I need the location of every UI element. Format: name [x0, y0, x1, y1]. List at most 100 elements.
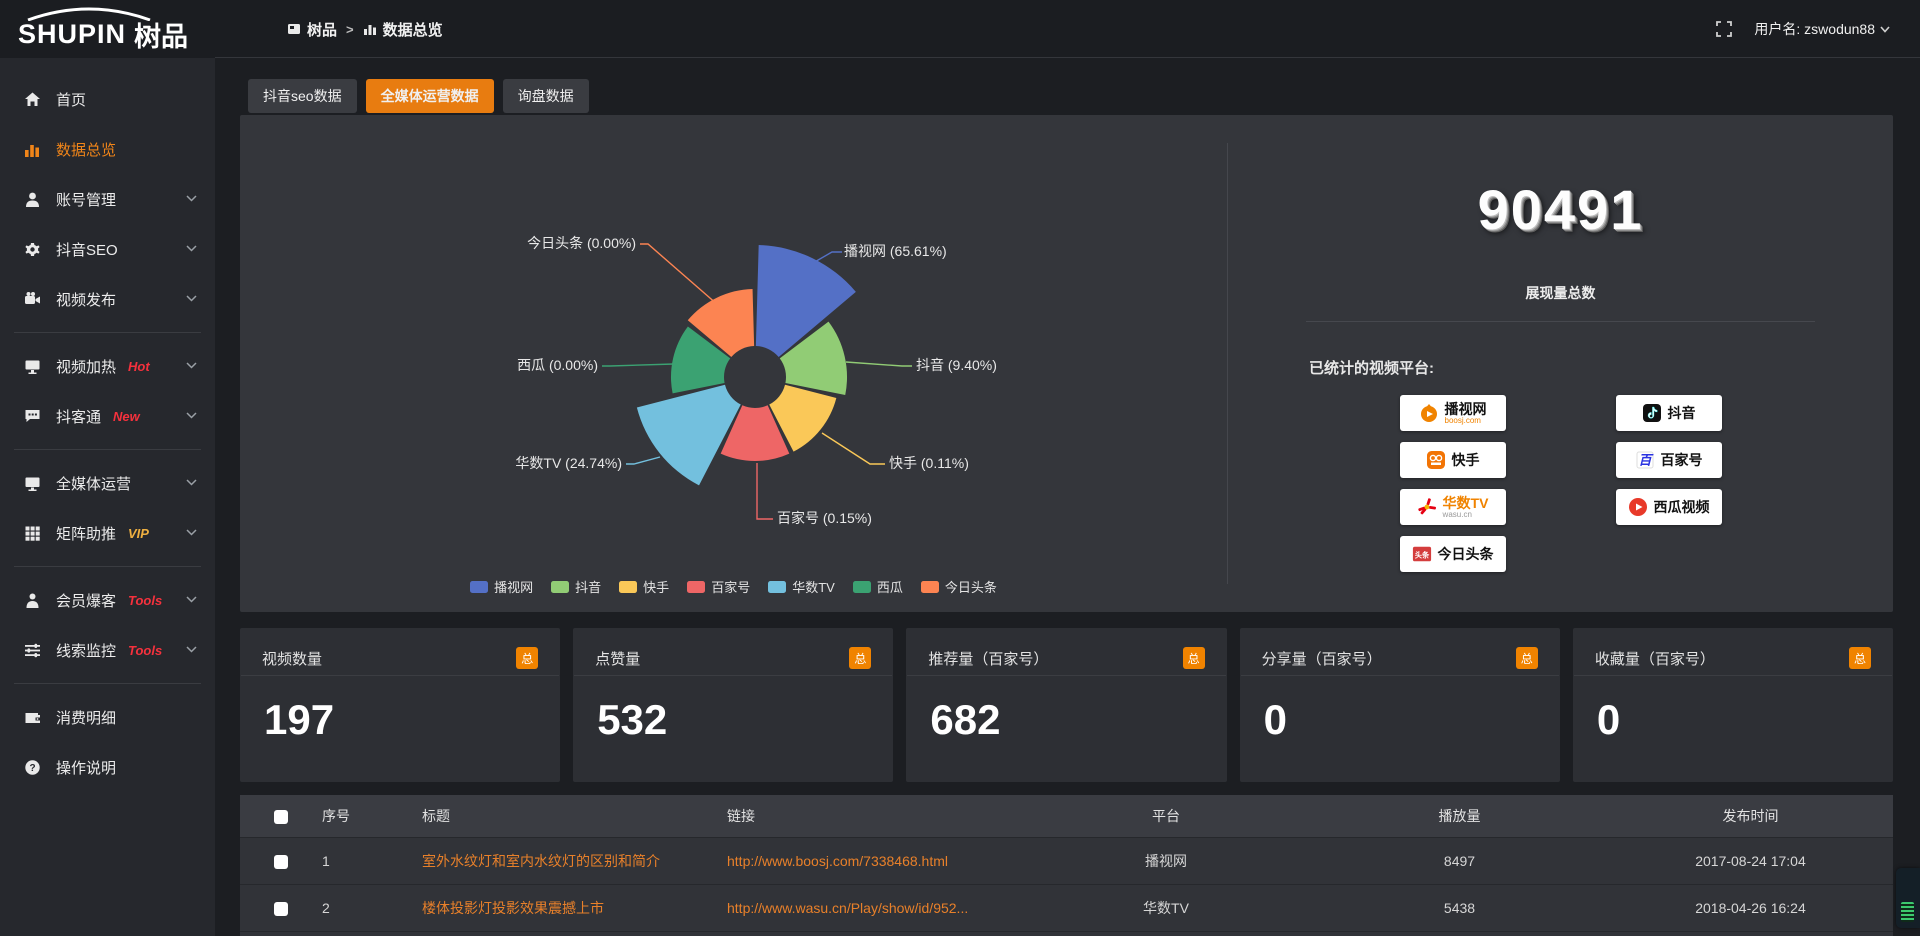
platform-badge-subtext: boosj.com: [1444, 415, 1481, 425]
cell-time: 2018-04-26 16:24: [1695, 899, 1806, 916]
tab-全媒体运营数据[interactable]: 全媒体运营数据: [365, 79, 494, 113]
sidebar-item-label: 矩阵助推: [56, 525, 117, 543]
sidebar-item-badge: Tools: [128, 592, 163, 608]
cell-link[interactable]: [727, 931, 1021, 936]
cell-link[interactable]: http://www.boosj.com/7338468.html: [727, 852, 949, 869]
legend-item-快手[interactable]: 快手: [619, 577, 669, 596]
pie-label: 抖音 (9.40%): [916, 357, 997, 373]
app-logo: SHUPIN 树品: [18, 6, 218, 54]
stat-card-value: 0: [1596, 696, 1621, 743]
table-header-row: 序号 标题 链接 平台 播放量 发布时间: [240, 795, 1893, 837]
legend-item-西瓜[interactable]: 西瓜: [852, 577, 903, 596]
user-menu[interactable]: 用户名: zswodun88: [1754, 19, 1890, 39]
stat-card-title: 视频数量: [262, 650, 323, 668]
sidebar-item-抖客通[interactable]: 抖客通 New: [0, 391, 215, 441]
sidebar-item-数据总览[interactable]: 数据总览: [0, 124, 215, 174]
boosj-logo-icon: [1419, 403, 1439, 423]
cell-title[interactable]: 室外水纹灯和室内水纹灯的区别和简介: [422, 852, 660, 869]
floating-widget[interactable]: [1896, 868, 1920, 928]
stat-card-divider: [574, 675, 893, 676]
sidebar-item-badge: VIP: [128, 525, 149, 541]
breadcrumb-item-current[interactable]: 数据总览: [363, 19, 443, 40]
sidebar-item-label: 消费明细: [56, 709, 117, 727]
sidebar-item-矩阵助推[interactable]: 矩阵助推 VIP: [0, 508, 215, 558]
pie-label-line: [640, 243, 719, 306]
cell-plays: 8497: [1443, 852, 1476, 869]
sidebar-item-label: 数据总览: [56, 141, 117, 159]
legend-item-抖音[interactable]: 抖音: [551, 577, 601, 596]
stat-card-divider: [241, 675, 560, 676]
legend-label: 抖音: [575, 580, 602, 595]
pie-slice-华数TV[interactable]: [636, 384, 741, 486]
cell-title[interactable]: [422, 931, 727, 936]
sidebar-item-首页[interactable]: 首页: [0, 74, 215, 124]
sidebar-item-视频加热[interactable]: 视频加热 Hot: [0, 341, 215, 391]
total-badge[interactable]: 总: [1182, 647, 1205, 669]
logo-arc-decoration: [27, 7, 151, 21]
row-checkbox[interactable]: [274, 901, 288, 916]
pie-slice-今日头条[interactable]: [687, 289, 755, 358]
sidebar-item-label: 账号管理: [56, 191, 117, 209]
fullscreen-icon[interactable]: [1716, 21, 1733, 37]
cell-link[interactable]: http://www.wasu.cn/Play/show/id/952...: [727, 899, 969, 916]
sidebar-item-抖音SEO[interactable]: 抖音SEO: [0, 224, 215, 274]
pie-label-line: [756, 463, 773, 520]
sidebar-item-badge: New: [113, 408, 140, 424]
column-header-平台: 平台: [1152, 807, 1180, 824]
pie-slice-快手[interactable]: [769, 384, 837, 452]
sidebar-divider: [14, 449, 201, 450]
select-all-checkbox[interactable]: [274, 809, 288, 824]
column-header-发布时间: 发布时间: [1722, 807, 1779, 824]
legend-item-播视网[interactable]: 播视网: [470, 577, 533, 596]
douyin-logo-icon: [1642, 403, 1662, 423]
cell-title[interactable]: 楼体投影灯投影效果震撼上市: [422, 899, 604, 916]
platform-badge-华数TV: 华数TV wasu.cn: [1399, 489, 1506, 525]
overview-panel: 播视网 (65.61%) 抖音 (9.40%) 快手 (0.11%) 百家号 (0.1…: [240, 115, 1893, 612]
legend-label: 快手: [643, 580, 670, 595]
top-bar: SHUPIN 树品 树品 > 数据总览 用户名: zswodun88: [0, 0, 1920, 58]
pie-label: 播视网 (65.61%): [844, 243, 947, 259]
sidebar-item-消费明细[interactable]: 消费明细: [0, 692, 215, 742]
horizontal-divider: [1306, 321, 1815, 322]
sidebar-item-账号管理[interactable]: 账号管理: [0, 174, 215, 224]
total-badge[interactable]: 总: [1849, 647, 1872, 669]
breadcrumb-label: 数据总览: [382, 21, 443, 39]
tab-询盘数据[interactable]: 询盘数据: [502, 79, 589, 113]
row-checkbox[interactable]: [274, 854, 288, 869]
platform-badge-name: 抖音: [1667, 405, 1696, 421]
total-badge[interactable]: 总: [849, 647, 872, 669]
sidebar-item-全媒体运营[interactable]: 全媒体运营: [0, 458, 215, 508]
breadcrumb-item-home[interactable]: 树品: [287, 19, 337, 40]
display-icon: [22, 473, 42, 493]
pie-slice-西瓜[interactable]: [671, 326, 731, 394]
sidebar-divider: [14, 683, 201, 684]
legend-item-华数TV[interactable]: 华数TV: [768, 577, 835, 596]
legend-item-今日头条[interactable]: 今日头条: [920, 577, 997, 596]
legend-item-百家号[interactable]: 百家号: [687, 577, 750, 596]
sidebar-item-label: 首页: [56, 91, 87, 109]
pie-slice-播视网[interactable]: [755, 245, 856, 358]
table-row: 2 楼体投影灯投影效果震撼上市 http://www.wasu.cn/Play/sh…: [240, 884, 1893, 931]
total-badge[interactable]: 总: [516, 647, 539, 669]
sidebar-item-线索监控[interactable]: 线索监控 Tools: [0, 625, 215, 675]
stat-card-视频数量: 视频数量 总 197: [240, 628, 561, 782]
monitor-icon: [22, 356, 42, 376]
sidebar-item-视频发布[interactable]: 视频发布: [0, 274, 215, 324]
platform-badge-百家号: 百百家号: [1615, 442, 1722, 478]
sidebar-divider: [14, 332, 201, 333]
cell-seq: [322, 931, 422, 936]
sidebar-item-操作说明[interactable]: ? 操作说明: [0, 742, 215, 792]
stat-card-分享量（百家号）: 分享量（百家号） 总 0: [1239, 628, 1560, 782]
pie-slice-抖音[interactable]: [779, 321, 847, 395]
logo-text-en: SHUPIN: [18, 7, 151, 50]
tab-抖音seo数据[interactable]: 抖音seo数据: [248, 79, 357, 113]
total-badge[interactable]: 总: [1515, 647, 1538, 669]
pie-slice-百家号[interactable]: [720, 405, 790, 461]
toutiao-logo-icon: 头条: [1412, 544, 1432, 564]
pie-label: 快手 (0.11%): [889, 455, 969, 471]
sidebar-item-会员爆客[interactable]: 会员爆客 Tools: [0, 575, 215, 625]
chat-icon: [22, 406, 42, 426]
legend-swatch: [470, 580, 489, 593]
svg-text:头条: 头条: [1414, 550, 1429, 559]
logo-text-cn: 树品: [134, 21, 189, 52]
